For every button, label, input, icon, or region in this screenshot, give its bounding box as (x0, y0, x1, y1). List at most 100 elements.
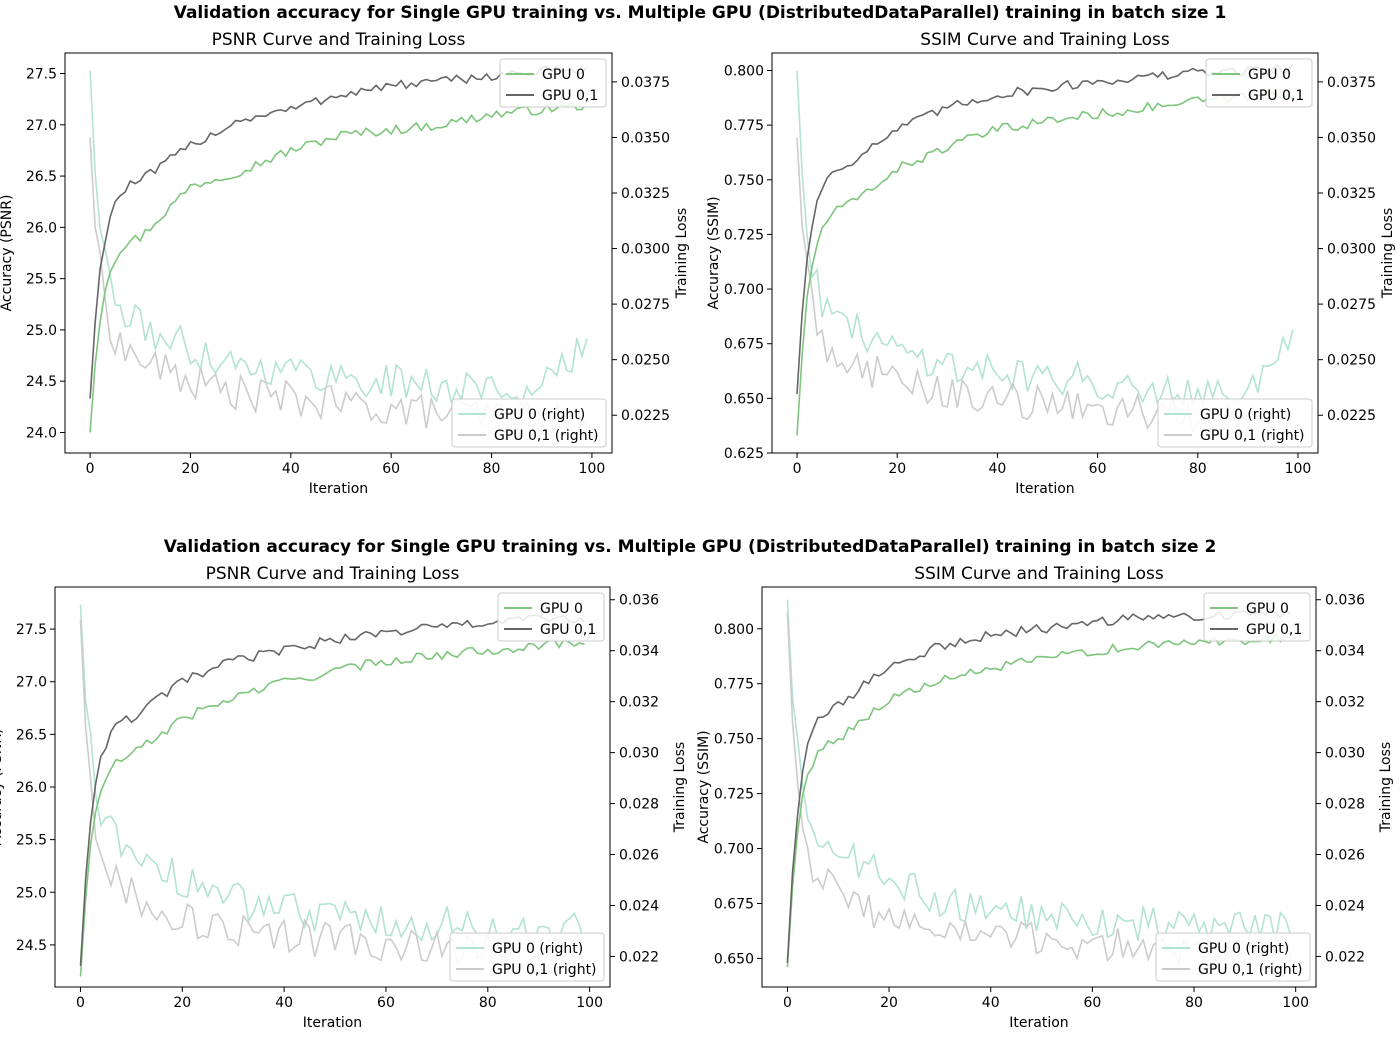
y-right-axis-label: Training Loss (672, 742, 688, 833)
y-right-tick-label: 0.032 (1325, 695, 1365, 711)
plot-title: PSNR Curve and Training Loss (212, 30, 466, 50)
y-right-tick-label: 0.0375 (621, 75, 670, 91)
y-tick-label: 0.625 (724, 446, 764, 462)
series-line-gpu-0-1 (79, 614, 585, 966)
y-tick-label: 25.0 (16, 885, 47, 901)
x-tick-label: 20 (888, 461, 906, 477)
y-right-tick-label: 0.0350 (621, 130, 670, 146)
series-line-gpu-0-1 (89, 64, 588, 399)
x-tick-label: 40 (982, 995, 1000, 1011)
y-tick-label: 27.0 (26, 118, 57, 134)
y-right-tick-label: 0.0350 (1327, 130, 1376, 146)
legend-box (1157, 398, 1313, 448)
x-tick-label: 100 (576, 995, 603, 1011)
x-axis-label: Iteration (1009, 1015, 1068, 1031)
y-right-tick-label: 0.024 (619, 898, 659, 914)
series-line-gpu-0-1-right- (786, 612, 1292, 970)
legend-box (449, 932, 605, 982)
subplot-2: SSIM Curve and Training Loss 0 20 40 60 80 100… (706, 30, 1396, 497)
y-right-tick-label: 0.034 (1325, 644, 1365, 660)
legend: GPU 0 GPU 0,1 (1205, 58, 1313, 108)
series-line-gpu-0 (89, 101, 588, 433)
legend: GPU 0 GPU 0,1 (499, 58, 607, 108)
plot-frame (771, 52, 1319, 454)
y-tick-label: 0.725 (714, 787, 754, 803)
y-right-tick-label: 0.0325 (621, 186, 670, 202)
x-tick-label: 40 (988, 461, 1006, 477)
y-tick-label: 0.800 (724, 63, 764, 79)
y-right-axis-label: Training Loss (1378, 742, 1394, 833)
x-tick-label: 0 (86, 461, 95, 477)
y-tick-label: 0.775 (724, 118, 764, 134)
series-line-gpu-0-right- (89, 70, 588, 407)
legend-entry: GPU 0 (1246, 601, 1289, 617)
y-tick-label: 24.0 (26, 425, 57, 441)
x-tick-label: 20 (182, 461, 200, 477)
x-axis-label: Iteration (303, 1015, 362, 1031)
legend-entry: GPU 0,1 (1248, 88, 1304, 104)
y-right-tick-label: 0.0300 (621, 242, 670, 258)
x-tick-label: 0 (793, 461, 802, 477)
y-right-tick-label: 0.0275 (1327, 297, 1376, 313)
x-tick-label: 60 (1083, 995, 1101, 1011)
x-tick-label: 40 (282, 461, 300, 477)
legend: GPU 0 (right) GPU 0,1 (right) (449, 932, 605, 982)
legend-entry: GPU 0,1 (1246, 622, 1302, 638)
y-right-tick-label: 0.0225 (621, 408, 670, 424)
y-right-tick-label: 0.0250 (1327, 353, 1376, 369)
legend-entry: GPU 0 (right) (1198, 941, 1289, 957)
y-tick-label: 0.725 (724, 227, 764, 243)
y-right-tick-label: 0.0300 (1327, 242, 1376, 258)
plot-frame (64, 52, 613, 454)
y-tick-label: 0.775 (714, 677, 754, 693)
y-right-tick-label: 0.036 (1325, 593, 1365, 609)
legend-entry: GPU 0 (right) (1200, 407, 1291, 423)
y-right-tick-label: 0.026 (1325, 848, 1365, 864)
y-tick-label: 24.5 (16, 938, 47, 954)
x-tick-label: 100 (1285, 461, 1312, 477)
x-tick-label: 20 (173, 995, 191, 1011)
y-right-tick-label: 0.032 (619, 695, 659, 711)
y-right-tick-label: 0.022 (1325, 949, 1365, 965)
x-tick-label: 80 (483, 461, 501, 477)
series-line-gpu-0-right- (79, 604, 586, 949)
subplot-3: PSNR Curve and Training Loss 0 20 40 60 80 100… (0, 564, 688, 1031)
legend-box (451, 398, 607, 448)
y-tick-label: 0.700 (724, 282, 764, 298)
y-tick-label: 0.675 (714, 896, 754, 912)
y-right-tick-label: 0.022 (619, 949, 659, 965)
y-tick-label: 26.0 (26, 220, 57, 236)
subplot-4: SSIM Curve and Training Loss 0 20 40 60 80 100… (696, 564, 1394, 1031)
legend-entry: GPU 0 (right) (492, 941, 583, 957)
y-right-tick-label: 0.0225 (1327, 408, 1376, 424)
legend-entry: GPU 0,1 (right) (1200, 428, 1305, 444)
legend-entry: GPU 0 (1248, 67, 1291, 83)
y-axis-label: Accuracy (SSIM) (696, 730, 712, 843)
legend: GPU 0 GPU 0,1 (497, 592, 605, 642)
y-tick-label: 0.650 (724, 391, 764, 407)
y-axis-label: Accuracy (PSNR) (0, 729, 5, 846)
y-right-tick-label: 0.026 (619, 848, 659, 864)
y-right-axis-label: Training Loss (1380, 208, 1396, 299)
plot-title: SSIM Curve and Training Loss (914, 564, 1164, 584)
y-right-tick-label: 0.0375 (1327, 75, 1376, 91)
y-tick-label: 0.675 (724, 337, 764, 353)
x-tick-label: 60 (1089, 461, 1107, 477)
y-right-tick-label: 0.030 (1325, 746, 1365, 762)
legend-entry: GPU 0,1 (right) (492, 962, 597, 978)
series-line-gpu-0-1-right- (89, 137, 588, 437)
legend-entry: GPU 0 (542, 67, 585, 83)
y-tick-label: 26.5 (16, 727, 47, 743)
x-tick-label: 20 (880, 995, 898, 1011)
y-tick-label: 27.5 (26, 67, 57, 83)
y-tick-label: 25.0 (26, 323, 57, 339)
series-line-gpu-0-right- (786, 599, 1292, 944)
y-right-tick-label: 0.0325 (1327, 186, 1376, 202)
legend-entry: GPU 0,1 (right) (1198, 962, 1303, 978)
series-line-gpu-0-1 (786, 607, 1291, 963)
x-tick-label: 80 (1185, 995, 1203, 1011)
y-tick-label: 26.0 (16, 780, 47, 796)
legend: GPU 0 (right) GPU 0,1 (right) (451, 398, 607, 448)
y-tick-label: 24.5 (26, 374, 57, 390)
